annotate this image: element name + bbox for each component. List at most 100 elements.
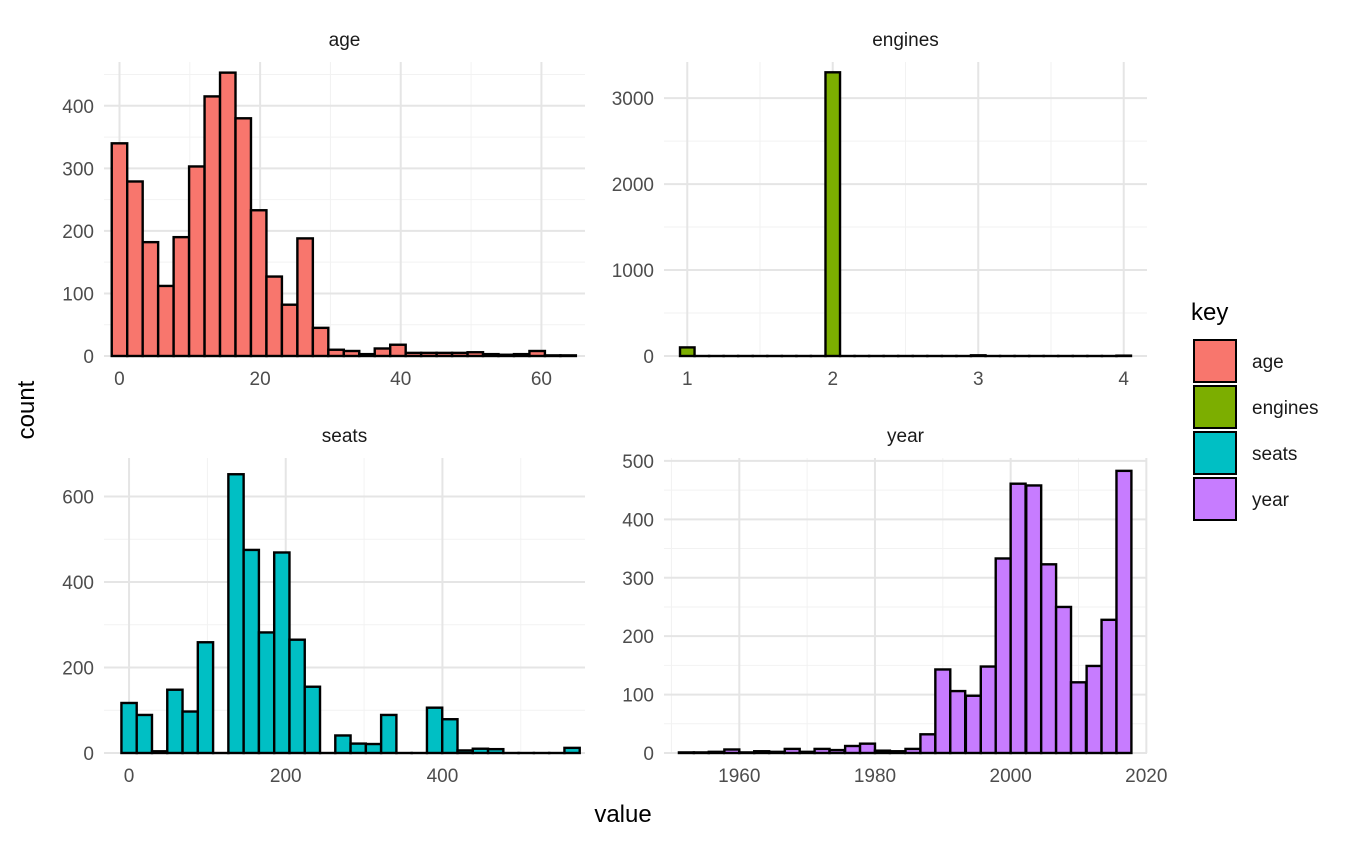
histogram-bar — [366, 744, 381, 753]
histogram-bar — [1102, 620, 1117, 753]
y-tick-label: 300 — [62, 159, 94, 180]
histogram-bar — [754, 751, 769, 753]
legend-key-engines — [1194, 386, 1236, 428]
histogram-bar — [390, 345, 405, 356]
x-tick-label: 400 — [427, 766, 459, 787]
histogram-bar — [966, 696, 981, 753]
legend-key-year — [1194, 478, 1236, 520]
histogram-bar — [564, 748, 579, 753]
histogram-bar — [679, 752, 694, 753]
x-tick-label: 1 — [682, 369, 693, 390]
y-tick-label: 2000 — [612, 175, 654, 196]
histogram-bar — [1026, 485, 1041, 753]
histogram-bar — [143, 242, 158, 356]
histogram-bar — [545, 355, 560, 356]
histogram-bar — [344, 351, 359, 356]
histogram-bar — [335, 735, 350, 753]
minor-grid — [664, 62, 1147, 356]
x-tick-label: 2 — [827, 369, 838, 390]
histogram-bar — [514, 354, 529, 356]
histogram-bar — [1116, 471, 1131, 753]
histogram-bar — [274, 552, 289, 753]
histogram-bar — [121, 703, 136, 753]
y-tick-label: 1000 — [612, 261, 654, 282]
legend-label-year: year — [1252, 490, 1290, 511]
histogram-bar — [152, 751, 167, 753]
histogram-bar — [189, 166, 204, 356]
histogram-bar — [845, 746, 860, 753]
bars-year — [679, 471, 1131, 753]
histogram-bar — [920, 734, 935, 753]
histogram-bar — [174, 237, 189, 356]
histogram-bar — [198, 642, 213, 753]
histogram-bar — [112, 143, 127, 356]
histogram-bar — [800, 752, 815, 753]
facet-title-year: year — [887, 426, 925, 447]
histogram-bar — [483, 354, 498, 356]
x-tick-label: 0 — [124, 766, 135, 787]
histogram-bar — [266, 277, 281, 356]
histogram-bar — [220, 73, 235, 356]
y-axis-title: count — [13, 380, 40, 439]
x-tick-label: 200 — [270, 766, 302, 787]
x-tick-label: 0 — [114, 369, 125, 390]
histogram-bar — [137, 715, 152, 753]
histogram-bar — [328, 350, 343, 356]
histogram-bar — [458, 750, 473, 753]
bars-age — [112, 73, 576, 356]
histogram-bar — [1087, 666, 1102, 753]
y-tick-label: 400 — [622, 510, 654, 531]
histogram-bar — [228, 474, 243, 753]
histogram-bar — [825, 72, 840, 356]
histogram-bar — [488, 749, 503, 753]
histogram-bar — [785, 749, 800, 753]
y-tick-label: 0 — [83, 347, 94, 368]
y-tick-label: 0 — [643, 347, 654, 368]
histogram-bar — [694, 752, 709, 753]
histogram-bar — [981, 667, 996, 753]
bars-seats — [121, 474, 579, 753]
histogram-bar — [313, 328, 328, 356]
histogram-bar — [289, 640, 304, 753]
y-tick-label: 3000 — [612, 89, 654, 110]
facet-title-seats: seats — [322, 426, 367, 447]
histogram-bar — [381, 715, 396, 753]
x-tick-label: 2000 — [990, 766, 1032, 787]
histogram-bar — [739, 752, 754, 753]
x-tick-label: 1980 — [854, 766, 896, 787]
histogram-bar — [468, 352, 483, 356]
histogram-bar — [1071, 682, 1086, 753]
histogram-bar — [971, 355, 986, 356]
x-tick-label: 20 — [250, 369, 271, 390]
y-tick-label: 100 — [622, 686, 654, 707]
y-tick-label: 500 — [622, 452, 654, 473]
histogram-bar — [1056, 607, 1071, 753]
y-tick-label: 400 — [62, 573, 94, 594]
x-tick-label: 2020 — [1125, 766, 1167, 787]
legend-key-seats — [1194, 432, 1236, 474]
histogram-bar — [996, 558, 1011, 753]
x-tick-label: 4 — [1118, 369, 1129, 390]
legend-label-seats: seats — [1252, 444, 1297, 465]
histogram-bar — [529, 351, 544, 356]
histogram-bar — [1041, 564, 1056, 753]
histogram-bar — [437, 353, 452, 356]
legend-key-age — [1194, 340, 1236, 382]
y-tick-label: 200 — [62, 222, 94, 243]
histogram-bar — [935, 669, 950, 753]
legend-label-age: age — [1252, 352, 1284, 373]
histogram-bar — [950, 691, 965, 753]
y-tick-label: 200 — [62, 658, 94, 679]
y-tick-label: 400 — [62, 97, 94, 118]
histogram-bar — [351, 744, 366, 753]
histogram-bar — [127, 181, 142, 356]
histogram-bar — [499, 355, 514, 356]
histogram-bar — [259, 632, 274, 753]
x-axis-title: value — [594, 801, 651, 828]
histogram-bar — [205, 96, 220, 356]
